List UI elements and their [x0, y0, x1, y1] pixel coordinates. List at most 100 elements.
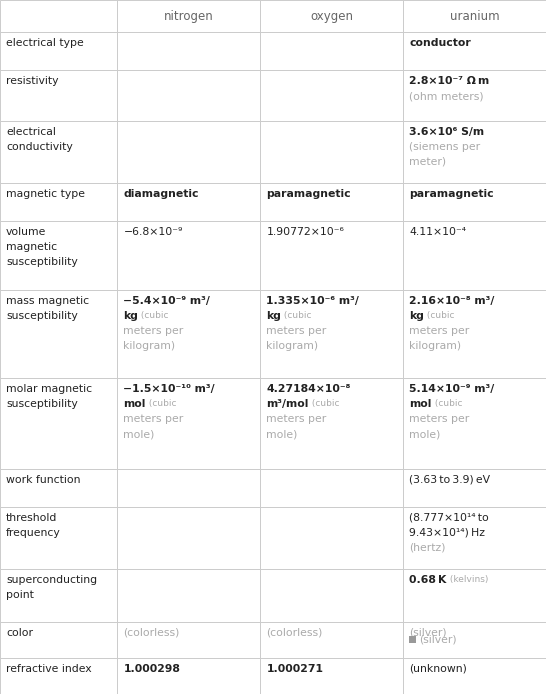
Text: magnetic: magnetic	[6, 242, 57, 252]
Bar	[260, 378, 403, 468]
Text: resistivity: resistivity	[6, 76, 58, 87]
Bar	[0, 221, 117, 289]
Text: 3.6×10⁶ S/m: 3.6×10⁶ S/m	[410, 127, 485, 137]
Text: (cubic: (cubic	[146, 399, 176, 408]
Bar	[410, 636, 417, 643]
Bar	[403, 32, 546, 70]
Bar	[117, 468, 260, 507]
Text: molar magnetic: molar magnetic	[6, 384, 92, 394]
Bar	[117, 121, 260, 183]
Bar	[260, 622, 403, 658]
Bar	[403, 289, 546, 378]
Bar	[260, 569, 403, 622]
Text: (silver): (silver)	[419, 635, 457, 645]
Bar	[0, 32, 117, 70]
Text: mass magnetic: mass magnetic	[6, 296, 89, 305]
Bar	[117, 0, 260, 32]
Text: mole): mole)	[266, 429, 298, 439]
Bar	[0, 183, 117, 221]
Text: m³/mol: m³/mol	[266, 399, 309, 409]
Bar	[260, 121, 403, 183]
Bar	[260, 289, 403, 378]
Text: nitrogen: nitrogen	[164, 10, 214, 23]
Text: refractive index: refractive index	[6, 663, 92, 674]
Text: (cubic: (cubic	[309, 399, 339, 408]
Text: paramagnetic: paramagnetic	[266, 189, 351, 199]
Text: 1.000271: 1.000271	[266, 663, 323, 674]
Text: 1.000298: 1.000298	[123, 663, 180, 674]
Bar	[403, 0, 546, 32]
Bar	[260, 658, 403, 694]
Text: point: point	[6, 590, 34, 600]
Text: conductor: conductor	[410, 38, 471, 48]
Bar	[117, 378, 260, 468]
Bar	[117, 569, 260, 622]
Text: (ohm meters): (ohm meters)	[410, 92, 484, 101]
Bar	[403, 658, 546, 694]
Bar	[0, 121, 117, 183]
Bar	[117, 70, 260, 121]
Text: kilogram): kilogram)	[410, 341, 461, 350]
Bar	[0, 0, 117, 32]
Text: meters per: meters per	[410, 414, 470, 424]
Bar	[0, 658, 117, 694]
Text: frequency: frequency	[6, 528, 61, 538]
Bar	[403, 622, 546, 658]
Text: (cubic: (cubic	[432, 399, 462, 408]
Bar	[260, 0, 403, 32]
Bar	[403, 221, 546, 289]
Bar	[117, 183, 260, 221]
Bar	[0, 507, 117, 569]
Text: −1.5×10⁻¹⁰ m³/: −1.5×10⁻¹⁰ m³/	[123, 384, 215, 394]
Text: electrical type: electrical type	[6, 38, 84, 48]
Text: electrical: electrical	[6, 127, 56, 137]
Text: paramagnetic: paramagnetic	[410, 189, 494, 199]
Text: color: color	[6, 627, 33, 638]
Text: (cubic: (cubic	[138, 311, 169, 320]
Text: kg: kg	[123, 311, 138, 321]
Text: 2.16×10⁻⁸ m³/: 2.16×10⁻⁸ m³/	[410, 296, 495, 305]
Bar	[117, 658, 260, 694]
Text: 5.14×10⁻⁹ m³/: 5.14×10⁻⁹ m³/	[410, 384, 495, 394]
Bar	[403, 468, 546, 507]
Text: (hertz): (hertz)	[410, 543, 446, 553]
Bar	[260, 32, 403, 70]
Text: kilogram): kilogram)	[123, 341, 175, 350]
Text: 1.335×10⁻⁶ m³/: 1.335×10⁻⁶ m³/	[266, 296, 359, 305]
Text: mole): mole)	[410, 429, 441, 439]
Text: volume: volume	[6, 227, 46, 237]
Bar	[403, 121, 546, 183]
Bar	[260, 70, 403, 121]
Bar	[117, 221, 260, 289]
Bar	[0, 569, 117, 622]
Bar	[403, 378, 546, 468]
Bar	[117, 32, 260, 70]
Bar	[260, 221, 403, 289]
Text: work function: work function	[6, 475, 80, 484]
Text: kg: kg	[410, 311, 424, 321]
Bar	[0, 468, 117, 507]
Bar	[117, 507, 260, 569]
Text: (siemens per: (siemens per	[410, 142, 480, 152]
Text: susceptibility: susceptibility	[6, 257, 78, 267]
Text: magnetic type: magnetic type	[6, 189, 85, 199]
Text: meters per: meters per	[123, 414, 183, 424]
Text: (cubic: (cubic	[424, 311, 455, 320]
Text: diamagnetic: diamagnetic	[123, 189, 199, 199]
Bar	[0, 622, 117, 658]
Text: (silver): (silver)	[410, 627, 447, 638]
Bar	[117, 289, 260, 378]
Text: 9.43×10¹⁴) Hz: 9.43×10¹⁴) Hz	[410, 528, 485, 538]
Text: −5.4×10⁻⁹ m³/: −5.4×10⁻⁹ m³/	[123, 296, 210, 305]
Text: susceptibility: susceptibility	[6, 399, 78, 409]
Text: 1.90772×10⁻⁶: 1.90772×10⁻⁶	[266, 227, 345, 237]
Bar	[260, 507, 403, 569]
Text: uranium: uranium	[450, 10, 500, 23]
Bar	[403, 70, 546, 121]
Bar	[0, 289, 117, 378]
Bar	[117, 622, 260, 658]
Text: (3.63 to 3.9) eV: (3.63 to 3.9) eV	[410, 475, 491, 484]
Text: (kelvins): (kelvins)	[447, 575, 488, 584]
Text: threshold: threshold	[6, 513, 57, 523]
Text: 2.8×10⁻⁷ Ω m: 2.8×10⁻⁷ Ω m	[410, 76, 490, 87]
